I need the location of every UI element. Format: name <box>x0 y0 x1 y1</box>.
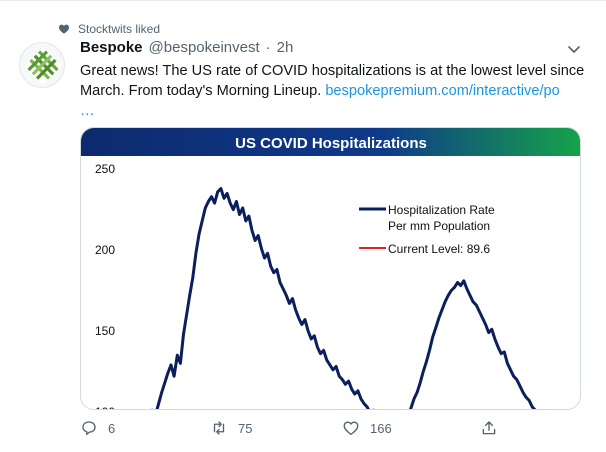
chart-legend: Hospitalization Rate Per mm Population C… <box>359 203 495 256</box>
tweet-link-ellipsis[interactable]: … <box>80 103 95 119</box>
liked-by-text[interactable]: Stocktwits liked <box>78 22 161 36</box>
y-tick-label: 100 <box>95 405 115 410</box>
chevron-down-icon[interactable] <box>566 41 582 57</box>
tweet-text: Great news! The US rate of COVID hospita… <box>80 61 585 121</box>
share-icon <box>482 421 496 435</box>
social-context: Stocktwits liked <box>58 22 160 36</box>
tweet-link[interactable]: bespokepremium.com/interactive/po <box>325 83 560 99</box>
legend-series-label-1: Hospitalization Rate <box>388 203 495 217</box>
heart-icon <box>59 24 69 34</box>
legend-series-label-2: Per mm Population <box>388 219 490 233</box>
retweet-button[interactable]: 75 <box>210 419 252 437</box>
y-axis-ticks: 100 150 200 250 <box>95 162 115 410</box>
retweet-count: 75 <box>238 420 253 436</box>
y-tick-label: 200 <box>95 243 115 257</box>
chart-image[interactable]: US COVID Hospitalizations 100 150 200 250 H… <box>80 127 581 410</box>
timestamp[interactable]: 2h <box>276 39 294 56</box>
chart-title: US COVID Hospitalizations <box>235 135 427 152</box>
display-name[interactable]: Bespoke <box>80 39 143 56</box>
like-count: 166 <box>370 420 392 436</box>
hospitalizations-chart: US COVID Hospitalizations 100 150 200 250 H… <box>81 128 580 410</box>
like-icon <box>343 421 359 436</box>
handle[interactable]: @bespokeinvest <box>148 39 260 56</box>
share-button[interactable] <box>480 419 498 437</box>
reply-button[interactable]: 6 <box>80 419 115 437</box>
hospitalization-rate-line <box>151 187 537 409</box>
chart-title-banner <box>81 128 580 156</box>
y-tick-label: 150 <box>95 324 115 338</box>
legend-level-label: Current Level: 89.6 <box>388 242 490 256</box>
retweet-icon <box>213 421 225 435</box>
tweet-header: Bespoke @bespokeinvest · 2h <box>80 39 293 56</box>
reply-count: 6 <box>108 420 116 436</box>
reply-icon <box>82 421 96 436</box>
like-button[interactable]: 166 <box>342 419 392 437</box>
avatar-logo <box>24 47 62 85</box>
tweet-actions: 6 75 166 <box>80 419 520 443</box>
avatar[interactable] <box>19 42 65 88</box>
tweet-text-content: Great news! The US rate of COVID hospita… <box>80 63 585 99</box>
separator: · <box>265 39 271 56</box>
y-tick-label: 250 <box>95 162 115 176</box>
